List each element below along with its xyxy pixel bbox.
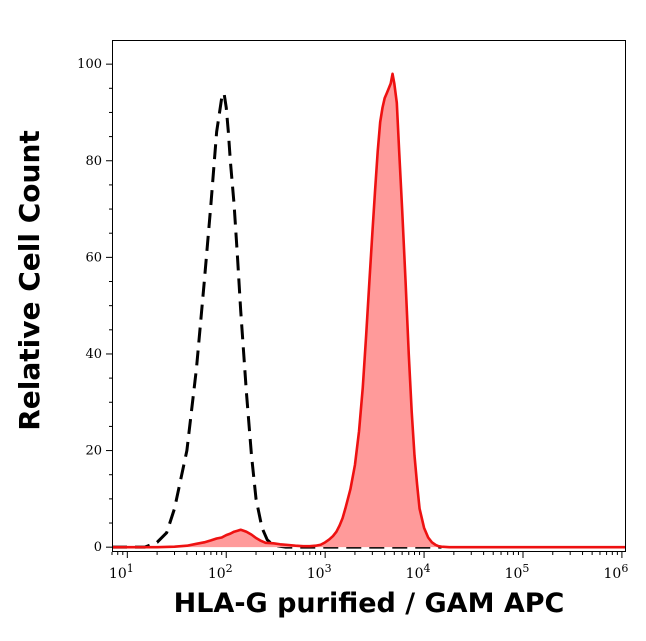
y-axis-label-text: Relative Cell Count <box>12 129 46 431</box>
x-tick-label: 105 <box>505 562 530 582</box>
y-tick-label: 100 <box>77 57 102 72</box>
x-tick-label: 101 <box>109 562 134 582</box>
x-axis-label: HLA-G purified / GAM APC <box>173 588 565 619</box>
x-tick-label: 102 <box>208 562 233 582</box>
x-tick-label: 104 <box>406 562 431 582</box>
series-1-area <box>112 73 626 548</box>
plot-frame <box>112 40 626 552</box>
y-tick-label: 20 <box>85 444 102 459</box>
y-axis-label: Relative Cell Count <box>12 60 46 500</box>
x-tick-label: 106 <box>603 562 628 582</box>
x-tick-label: 103 <box>307 562 332 582</box>
y-tick-label: 60 <box>85 250 102 265</box>
y-tick-label: 80 <box>85 154 102 169</box>
y-tick-label: 40 <box>85 347 102 362</box>
y-tick-label: 0 <box>94 540 102 555</box>
series-1-line <box>112 72 626 549</box>
